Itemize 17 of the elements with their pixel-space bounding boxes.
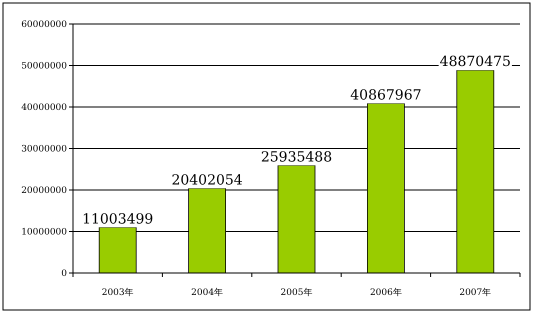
data-label: 40867967 — [350, 87, 422, 104]
data-label: 11003499 — [82, 211, 154, 228]
data-label: 48870475 — [440, 54, 511, 70]
y-tick-label: 60000000 — [21, 20, 68, 30]
y-tick-label: 10000000 — [21, 228, 68, 238]
data-label: 25935488 — [260, 149, 332, 166]
x-tick-label: 2007年 — [459, 287, 492, 298]
y-tick-label: 50000000 — [21, 62, 68, 72]
x-tick-label: 2004年 — [191, 287, 224, 298]
y-tick-label: 0 — [61, 269, 68, 279]
x-tick-label: 2006年 — [370, 287, 402, 298]
x-tick-label: 2005年 — [280, 287, 312, 298]
data-label: 20402054 — [171, 172, 243, 188]
y-tick-label: 30000000 — [21, 144, 68, 154]
y-tick-label: 20000000 — [21, 186, 68, 196]
y-tick-label: 40000000 — [21, 103, 68, 113]
x-tick-label: 2003年 — [102, 287, 134, 298]
